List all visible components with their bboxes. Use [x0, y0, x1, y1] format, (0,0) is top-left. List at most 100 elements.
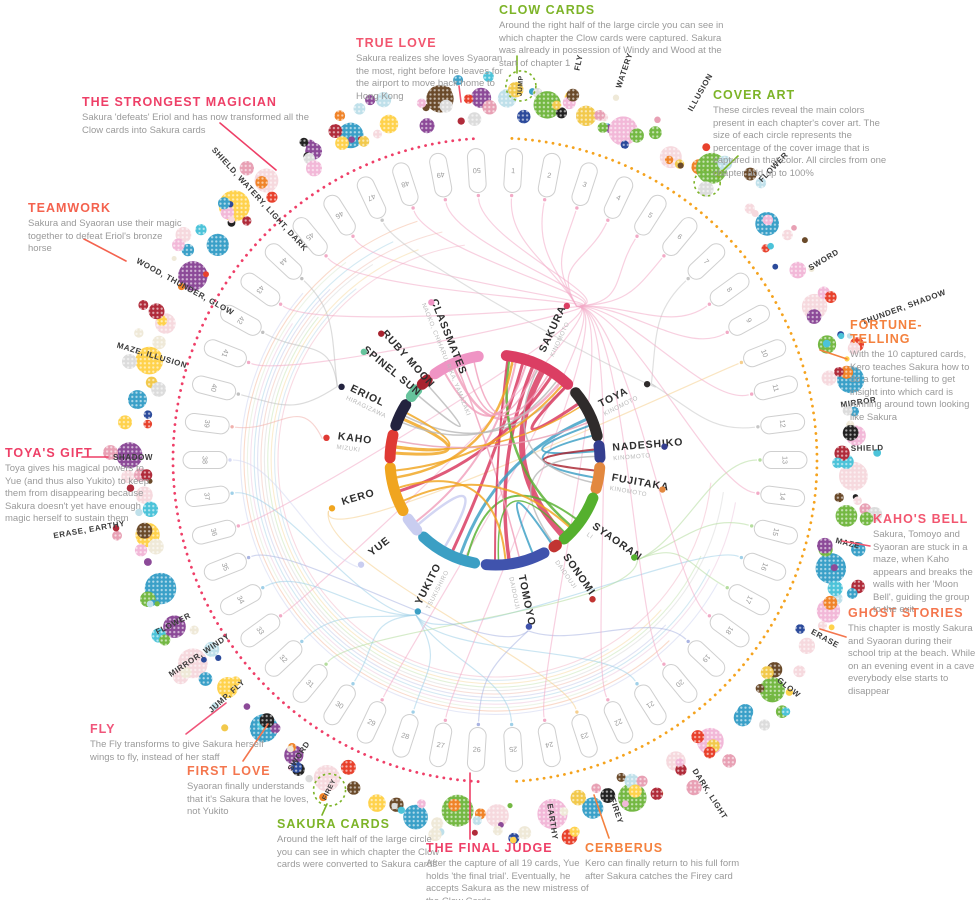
chapter-pill: 31 — [292, 664, 328, 703]
bundle-dot — [338, 383, 345, 391]
chapter-number: 38 — [201, 456, 210, 464]
chapter-pill: 6 — [662, 217, 698, 256]
chord — [466, 494, 577, 557]
chapter-pill: 45 — [292, 217, 328, 256]
leader-kahos-bell — [841, 540, 871, 547]
annotation-title: SAKURA CARDS — [277, 817, 390, 831]
card-label: SHADOW — [113, 453, 153, 462]
chapter-pill: 20 — [662, 664, 698, 703]
chord — [396, 406, 580, 450]
chord — [402, 381, 557, 436]
annotation-title: THE STRONGEST MAGICIAN — [82, 95, 277, 109]
character-yue: YUE — [357, 534, 393, 568]
chapter-pill: 16 — [743, 552, 787, 581]
annotation-title: TEAMWORK — [28, 201, 111, 215]
annotation-first-love: FIRST LOVE Syaoran finally understands t… — [187, 764, 322, 819]
chapter-number: 35 — [220, 561, 231, 572]
highlight-FIREY — [312, 773, 347, 807]
annotation-body: Sakura 'defeats' Eriol and has now trans… — [82, 112, 310, 136]
character-subtitle: MIZUKI — [336, 444, 361, 454]
arc-spinel-sun — [405, 384, 423, 403]
highlight-JUMP — [505, 70, 537, 102]
annotation-cover-art: COVER ART These circles reveal the main … — [713, 88, 888, 180]
chapter-number: 29 — [366, 717, 377, 729]
chapter-pill: 8 — [709, 272, 750, 307]
chapter-pill: 40 — [192, 375, 237, 401]
chapter-number: 39 — [202, 419, 212, 428]
chapter-number: 46 — [334, 209, 346, 221]
arc-tomoyo — [480, 547, 550, 571]
arc-toya — [570, 387, 603, 442]
arc-sakura — [500, 350, 574, 390]
annotation-leaders — [81, 55, 871, 840]
chord — [444, 364, 527, 417]
card-label: FLY — [573, 54, 585, 72]
chord — [397, 422, 588, 449]
bundle-dot — [360, 348, 368, 356]
chapter-number: 49 — [436, 170, 446, 180]
chapter-number: 1 — [511, 166, 516, 175]
chapter-pill: 44 — [264, 243, 303, 280]
chapter-number: 19 — [700, 653, 712, 665]
chapter-number: 31 — [304, 677, 316, 689]
chapter-pill: 19 — [687, 640, 726, 677]
annotation-body: Sakura and Syaoran use their magic toget… — [28, 218, 182, 255]
chapter-pill: 21 — [634, 684, 667, 726]
chapter-number: 41 — [220, 348, 231, 359]
arc-sonomi — [548, 539, 562, 553]
annotation-body: Around the left half of the large circle… — [277, 834, 440, 871]
bundle-dot — [428, 299, 435, 306]
annotation-fly: FLY The Fly transforms to give Sakura he… — [90, 722, 285, 764]
chapter-number: 47 — [366, 192, 377, 204]
arc-yukito — [418, 531, 481, 569]
chapter-pill: 14 — [760, 485, 806, 508]
chord — [530, 387, 579, 431]
character-name: KAHO — [337, 430, 373, 446]
chord — [497, 500, 565, 560]
chapter-number: 18 — [724, 625, 736, 637]
bundle-dot — [414, 608, 422, 615]
bundle-dot — [357, 561, 365, 568]
annotation-title: CERBERUS — [585, 841, 664, 855]
chapter-number: 48 — [400, 179, 410, 190]
annotation-strongest-magician: THE STRONGEST MAGICIAN Sakura 'defeats' … — [82, 95, 317, 137]
leader-cover-art — [716, 155, 739, 177]
chapter-pill: 30 — [323, 684, 356, 726]
leader-true-love — [458, 85, 462, 103]
chapter-number: 10 — [759, 348, 770, 359]
chapter-pill: 27 — [429, 722, 453, 768]
chapter-number: 2 — [547, 170, 553, 180]
chapter-number: 13 — [781, 456, 790, 464]
chapter-pill: 22 — [603, 701, 634, 744]
annotation-body: Sakura realizes she loves Syaoran the mo… — [356, 53, 503, 102]
annotation-body: After the capture of all 19 cards, Yue h… — [426, 858, 589, 900]
chord — [398, 480, 507, 560]
annotation-title: FORTUNE-TELLING — [850, 318, 923, 346]
chapter-number: 17 — [743, 594, 755, 605]
annotation-title: KAHO'S BELL — [873, 512, 969, 526]
chapter-pill: 3 — [571, 162, 598, 207]
leader-first-love — [242, 723, 269, 762]
chapter-number: 11 — [771, 383, 782, 392]
character-subtitle: KINOMOTO — [613, 452, 651, 462]
annotation-body: Toya gives his magical powers to Yue (an… — [5, 463, 150, 525]
annotation-title: GHOST STORIES — [848, 606, 964, 620]
highlight-cover-art — [693, 169, 721, 197]
bundle-dot — [661, 443, 668, 450]
chapter-character-bundles — [228, 193, 762, 727]
character-name: YUE — [366, 534, 393, 558]
annotation-title: CLOW CARDS — [499, 3, 596, 17]
arc-eriol — [390, 399, 412, 431]
chapter-pill: 9 — [728, 304, 770, 336]
chapter-pill: 41 — [203, 339, 247, 368]
chapter-number: 21 — [645, 699, 657, 711]
bundle-dot — [659, 486, 666, 493]
character-name: KERO — [340, 487, 376, 508]
chapter-pill: 33 — [240, 613, 281, 648]
